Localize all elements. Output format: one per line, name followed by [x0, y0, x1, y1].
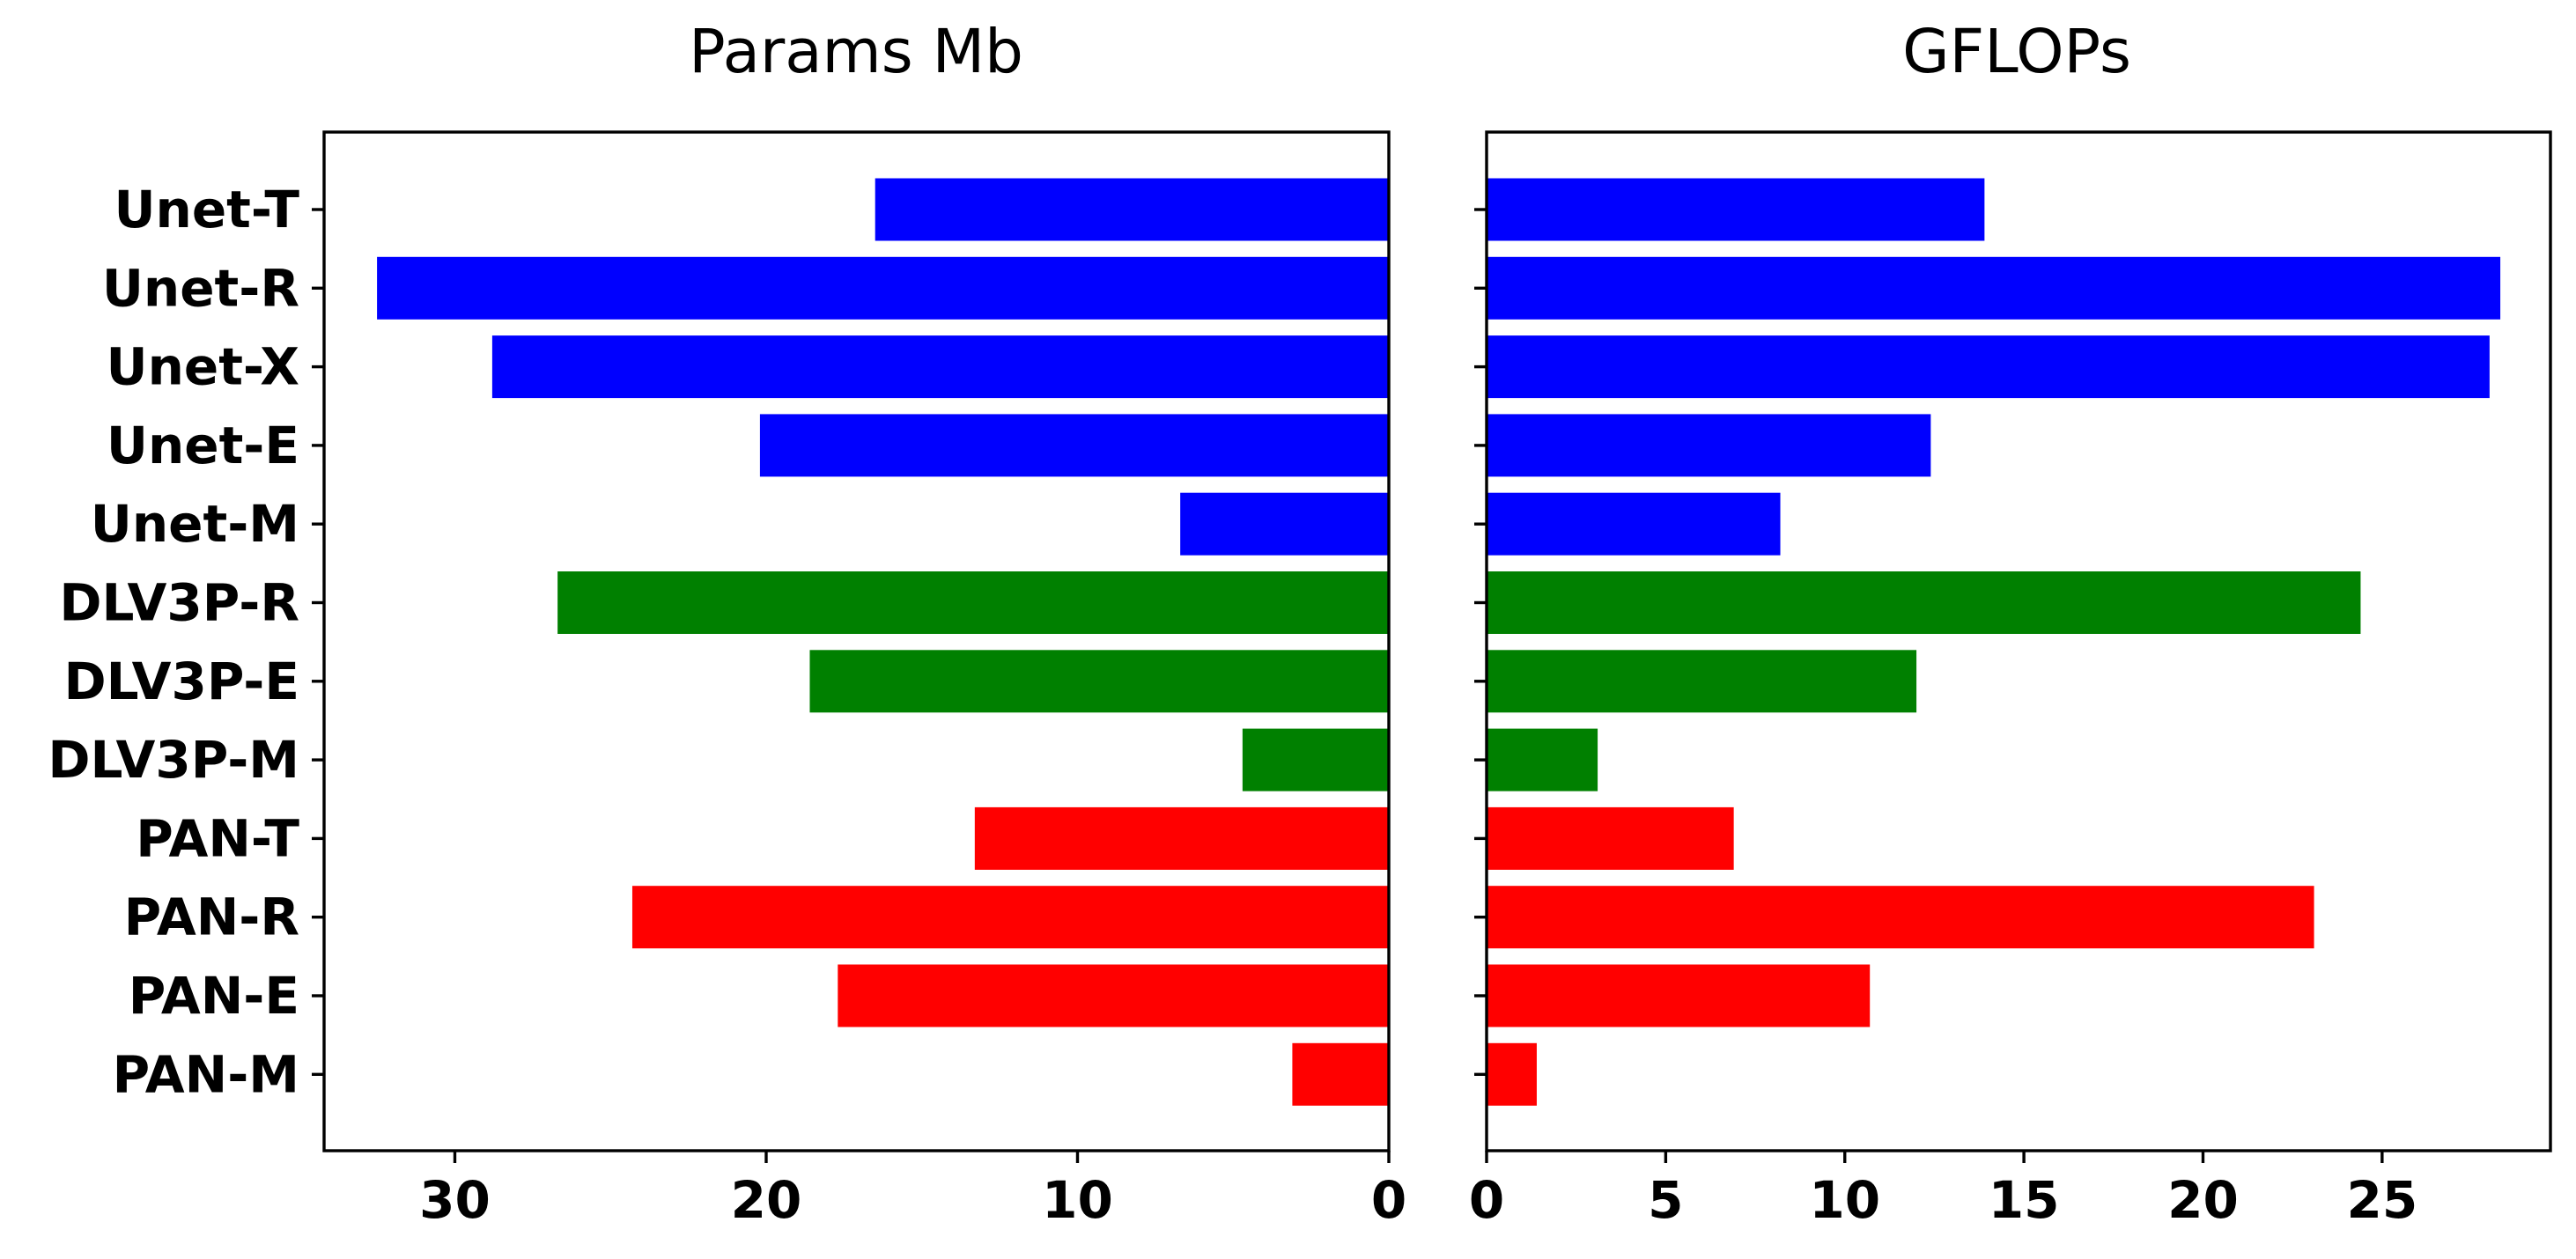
- gflops-bar-pan-e: [1487, 964, 1871, 1027]
- gflops-panel-title: GFLOPs: [1902, 17, 2131, 87]
- category-label-unet-x: Unet-X: [106, 337, 299, 397]
- category-label-unet-t: Unet-T: [114, 180, 299, 239]
- gflops-x-axis-ticks: 0 5 10 15 20 25: [1469, 1151, 2417, 1230]
- gflops-x-tick-label: 0: [1469, 1170, 1504, 1230]
- gflops-bar-pan-m: [1487, 1042, 1537, 1106]
- params-y-axis-ticks: Unet-T Unet-R Unet-X Unet-E Unet-M DLV3P-R DLV…: [48, 180, 324, 1104]
- gflops-bars: [1487, 178, 2501, 1106]
- params-plot-frame: [322, 130, 1391, 1152]
- gflops-bar-pan-t: [1487, 806, 1734, 870]
- params-x-tick-label: 0: [1371, 1170, 1406, 1230]
- category-label-unet-r: Unet-R: [102, 258, 299, 318]
- params-x-tick-label: 20: [731, 1170, 802, 1230]
- params-bar-pan-t: [974, 806, 1389, 870]
- params-bar-unet-t: [875, 178, 1389, 241]
- category-label-pan-m: PAN-M: [113, 1044, 299, 1104]
- gflops-bar-dlv3p-e: [1487, 650, 1917, 713]
- params-bar-dlv3p-m: [1242, 728, 1389, 791]
- gflops-panel: GFLOPs 0 5 10 15 20 25: [1469, 17, 2552, 1230]
- category-label-pan-r: PAN-R: [124, 887, 299, 947]
- gflops-bar-unet-t: [1487, 178, 1985, 241]
- params-x-tick-label: 10: [1042, 1170, 1113, 1230]
- params-bar-unet-r: [377, 256, 1390, 320]
- gflops-x-tick-label: 10: [1809, 1170, 1880, 1230]
- gflops-x-tick-label: 25: [2346, 1170, 2417, 1230]
- category-label-unet-e: Unet-E: [107, 416, 299, 475]
- params-bar-unet-x: [491, 335, 1389, 399]
- params-x-tick-label: 30: [419, 1170, 491, 1230]
- category-label-dlv3p-r: DLV3P-R: [59, 573, 299, 633]
- gflops-bar-dlv3p-m: [1487, 728, 1598, 791]
- gflops-y-axis-ticks: [1474, 208, 1487, 1077]
- category-label-dlv3p-m: DLV3P-M: [48, 730, 299, 790]
- category-label-pan-t: PAN-T: [136, 808, 299, 868]
- params-bar-pan-r: [631, 886, 1389, 949]
- params-bar-unet-e: [759, 414, 1389, 477]
- params-bar-dlv3p-e: [809, 650, 1389, 713]
- params-bar-unet-m: [1180, 492, 1389, 556]
- category-label-unet-m: Unet-M: [91, 494, 299, 554]
- gflops-x-tick-label: 5: [1648, 1170, 1683, 1230]
- params-bar-pan-m: [1292, 1042, 1389, 1106]
- params-bar-dlv3p-r: [557, 571, 1389, 634]
- category-label-dlv3p-e: DLV3P-E: [63, 652, 299, 711]
- gflops-bar-unet-m: [1487, 492, 1781, 556]
- params-panel: Params Mb 30 20 10 0 Unet-TUnet-RUnet-XUnet…: [48, 17, 1406, 1230]
- gflops-bar-dlv3p-r: [1487, 571, 2361, 634]
- params-x-axis-ticks: 30 20 10 0: [419, 1151, 1406, 1230]
- gflops-x-tick-label: 20: [2167, 1170, 2239, 1230]
- params-bar-pan-e: [838, 964, 1389, 1027]
- gflops-bar-unet-x: [1487, 335, 2490, 399]
- params-bars: [377, 178, 1390, 1106]
- gflops-bar-pan-r: [1487, 886, 2314, 949]
- gflops-bar-unet-r: [1487, 256, 2501, 320]
- gflops-plot-frame: [1485, 130, 2552, 1152]
- category-label-pan-e: PAN-E: [129, 966, 299, 1026]
- gflops-bar-unet-e: [1487, 414, 1931, 477]
- params-panel-title: Params Mb: [689, 17, 1023, 87]
- gflops-x-tick-label: 15: [1989, 1170, 2060, 1230]
